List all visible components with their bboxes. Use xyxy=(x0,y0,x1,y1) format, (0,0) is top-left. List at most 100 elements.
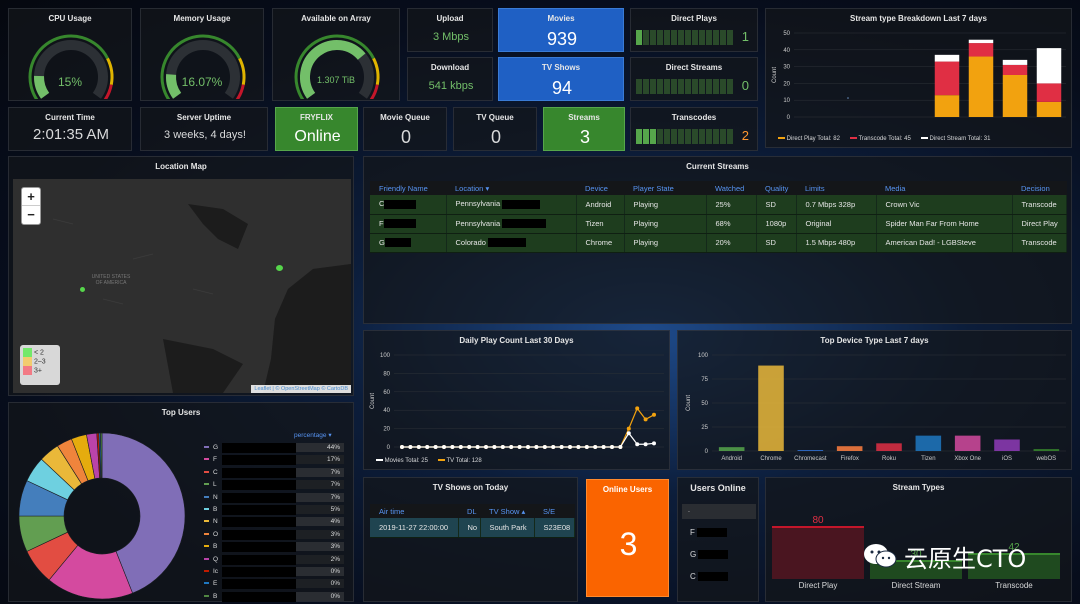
legend-row[interactable]: L 7% xyxy=(204,480,344,489)
map-attribution[interactable]: Leaflet | © OpenStreetMap © CartoDB xyxy=(251,385,351,393)
legend-row[interactable]: Q 2% xyxy=(204,555,344,564)
legend-initial: B xyxy=(213,542,222,551)
column-header[interactable]: Location ▾ xyxy=(446,181,576,195)
y-tick-label: 80 xyxy=(383,371,390,377)
led-segment xyxy=(664,30,670,45)
legend-initial: E xyxy=(213,579,222,588)
zoom-out-button[interactable]: − xyxy=(22,206,40,224)
data-point xyxy=(585,445,589,449)
current-time-panel: Current Time 2:01:35 AM xyxy=(8,107,132,151)
redacted-name xyxy=(222,592,296,602)
legend-percent: 0% xyxy=(296,592,344,601)
led-segment xyxy=(664,129,670,144)
legend-percent: 0% xyxy=(296,567,344,576)
table-row[interactable]: 2019-11-27 22:00:00 No South Park S23E08 xyxy=(370,518,575,537)
legend-swatch xyxy=(204,471,209,473)
map-legend: < 2 2–3 3+ xyxy=(20,345,60,385)
streams-count: 3 xyxy=(544,127,626,148)
data-point xyxy=(644,417,648,421)
redacted-name xyxy=(222,579,296,589)
table-row[interactable]: F Pennsylvania Tizen Playing 68% 1080p O… xyxy=(370,214,1067,233)
legend-initial: N xyxy=(213,517,222,526)
legend-initial: C xyxy=(213,468,222,477)
cell-state: Playing xyxy=(624,214,706,233)
zoom-in-button[interactable]: + xyxy=(22,188,40,206)
bar-direct-play xyxy=(1003,75,1027,117)
led-segment xyxy=(685,129,691,144)
table-row[interactable]: C Pennsylvania Android Playing 25% SD 0.… xyxy=(370,195,1067,214)
legend-row[interactable]: O 3% xyxy=(204,530,344,539)
legend-row[interactable]: N 4% xyxy=(204,517,344,526)
column-header[interactable]: Air time xyxy=(370,504,458,518)
location-marker[interactable] xyxy=(80,287,85,292)
legend-row[interactable]: F 17% xyxy=(204,455,344,464)
y-tick-label: 0 xyxy=(705,449,709,455)
data-point xyxy=(652,413,656,417)
column-header[interactable]: Limits xyxy=(796,181,876,195)
legend-row[interactable]: B 3% xyxy=(204,542,344,551)
legend-percent: 3% xyxy=(296,542,344,551)
legend-swatch xyxy=(204,545,209,547)
column-header[interactable]: Friendly Name xyxy=(370,181,446,195)
table-row[interactable]: G Colorado Chrome Playing 20% SD 1.5 Mbp… xyxy=(370,233,1067,252)
legend-row[interactable]: Ic 0% xyxy=(204,567,344,576)
panel-title: TV Queue xyxy=(454,108,536,122)
user-online-item[interactable]: F xyxy=(682,524,756,543)
column-header[interactable]: Media xyxy=(876,181,1012,195)
legend-percent: 7% xyxy=(296,480,344,489)
y-tick-label: 20 xyxy=(383,427,390,433)
led-segment xyxy=(650,129,656,144)
y-axis-label: Count xyxy=(370,393,376,409)
data-point xyxy=(509,445,513,449)
memory-usage-panel: Memory Usage 16.07% xyxy=(140,8,264,101)
array-value: 1.307 TiB xyxy=(273,75,399,85)
led-segment xyxy=(671,30,677,45)
cell-limits: Original xyxy=(796,214,876,233)
column-header[interactable]: S/E xyxy=(534,504,575,518)
led-segment xyxy=(706,129,712,144)
legend-swatch xyxy=(204,520,209,522)
legend-swatch xyxy=(204,458,209,460)
column-header[interactable]: DL xyxy=(458,504,480,518)
server-uptime-value: 3 weeks, 4 days! xyxy=(141,129,269,141)
legend-row[interactable]: G 44% xyxy=(204,443,344,452)
legend-row[interactable]: B 0% xyxy=(204,592,344,601)
map-canvas[interactable]: UNITED STATES OF AMERICA + − < 2 2–3 3+ … xyxy=(13,179,351,393)
cell-watched: 25% xyxy=(706,195,756,214)
legend-swatch xyxy=(204,446,209,448)
cell-watched: 20% xyxy=(706,233,756,252)
online-users-panel: Online Users 3 xyxy=(586,479,669,597)
data-point xyxy=(417,445,421,449)
column-header[interactable]: Watched xyxy=(706,181,756,195)
led-segment xyxy=(657,129,663,144)
panel-title: Server Uptime xyxy=(141,108,267,122)
legend-row[interactable]: E 0% xyxy=(204,579,344,588)
bar-firefox xyxy=(837,446,863,451)
bar-direct-stream xyxy=(1037,48,1061,83)
led-segment xyxy=(678,79,684,94)
legend-row[interactable]: C 7% xyxy=(204,468,344,477)
cell-state: Playing xyxy=(624,195,706,214)
column-header[interactable]: Player State xyxy=(624,181,706,195)
column-header[interactable]: Decision xyxy=(1012,181,1067,195)
percentage-header[interactable]: percentage ▾ xyxy=(294,431,332,439)
led-segment xyxy=(636,30,642,45)
stream-type-label: Direct Stream xyxy=(870,581,962,590)
user-online-item[interactable]: C xyxy=(682,568,756,587)
bar-direct-stream xyxy=(935,55,959,62)
tv-queue-panel: TV Queue 0 xyxy=(453,107,537,151)
led-segment xyxy=(720,79,726,94)
legend-row[interactable]: B 5% xyxy=(204,505,344,514)
x-tick-label: Tizen xyxy=(921,456,935,462)
location-marker[interactable] xyxy=(276,265,283,271)
panel-title: CPU Usage xyxy=(9,9,131,23)
legend-swatch xyxy=(204,595,209,597)
led-segment xyxy=(685,79,691,94)
column-header[interactable]: Quality xyxy=(756,181,796,195)
column-header[interactable]: Device xyxy=(576,181,624,195)
user-online-item[interactable]: G xyxy=(682,546,756,565)
data-point xyxy=(518,445,522,449)
legend-swatch xyxy=(204,508,209,510)
column-header[interactable]: TV Show ▴ xyxy=(480,504,534,518)
legend-row[interactable]: N 7% xyxy=(204,493,344,502)
